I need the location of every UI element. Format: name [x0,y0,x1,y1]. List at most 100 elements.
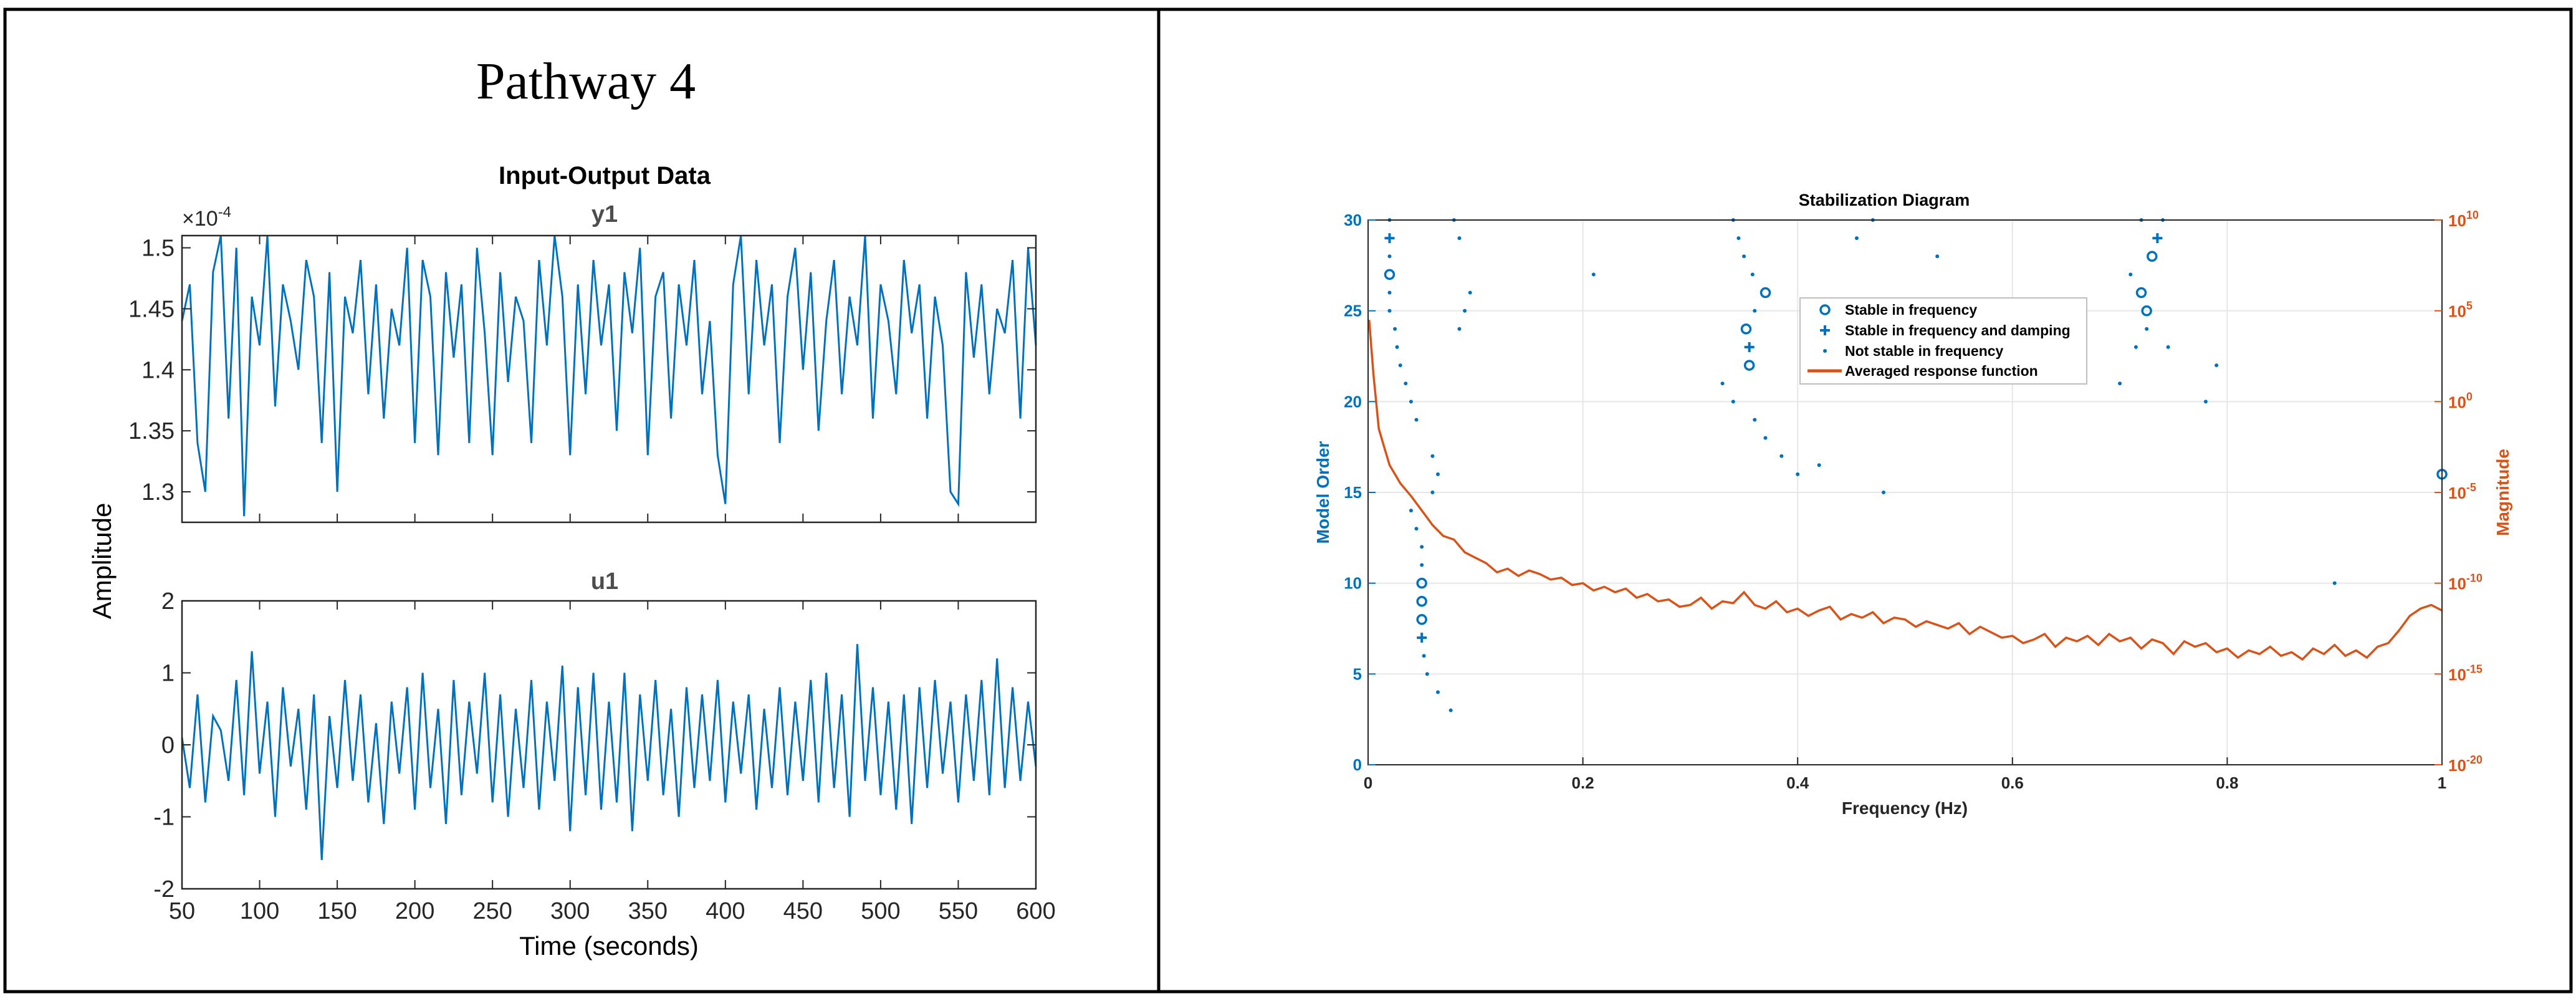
stable-frequency-point [1743,360,1755,371]
stab-y-tick-label: 30 [1344,211,1362,229]
stab-x-tick-label: 0.8 [2216,774,2238,792]
io-x-tick-label: 550 [939,898,978,924]
not-stable-point [1796,472,1800,476]
not-stable-point [1435,472,1440,476]
not-stable-point [1763,436,1768,440]
not-stable-point [1457,327,1462,331]
y1-subplot-title: y1 [591,201,618,228]
not-stable-point [1591,272,1596,277]
stable-frequency-point [1416,596,1427,607]
stable-frequency-point [2135,287,2147,299]
not-stable-point [1882,491,1886,494]
stable-frequency-point [1384,269,1396,280]
y1-y-tick-label: 1.35 [128,418,175,444]
not-stable-point [1393,327,1397,331]
u1-y-tick-label: 2 [161,588,175,615]
not-stable-point [1435,690,1440,694]
averaged-response-line [1367,320,2443,661]
page-title: Pathway 4 [476,52,696,110]
u1-subplot: u1 -2 -1 0 1 2 50 100 150 200 250 300 350 400 450 500… [153,568,1056,924]
stab-chart-title: Stabilization Diagram [1799,191,1970,209]
stable-frequency-point [1416,577,1427,589]
not-stable-point [1720,381,1725,386]
not-stable-point [2128,272,2133,277]
stable-damping-point [1417,633,1427,643]
legend-marker-stable-frequency [1819,304,1831,315]
not-stable-point [1420,545,1424,549]
stab-x-tick-label: 0.4 [1786,774,1809,792]
not-stable-point [2203,400,2208,404]
not-stable-point [1430,491,1435,494]
u1-y-tick-label: 0 [161,732,175,759]
y1-exponent-label: ×10-4 [182,204,231,231]
y1-exponent-power: -4 [218,204,231,221]
y1-y-tick-label: 1.4 [141,357,175,383]
io-x-tick-label: 100 [240,898,279,924]
not-stable-point [1463,309,1467,313]
stab-x-tick-label: 0.6 [2001,774,2024,792]
y1-exponent-base: ×10 [182,207,218,231]
u1-subplot-title: u1 [591,568,618,595]
stab-x-tick-label: 0.2 [1572,774,1594,792]
not-stable-point [1750,272,1755,277]
not-stable-point [1457,236,1462,241]
not-stable-point [1430,454,1435,458]
not-stable-point [1742,254,1746,259]
not-stable-point [2332,581,2337,585]
io-y-axis-label: Amplitude [87,503,117,620]
legend-label-stable-frequency: Stable in frequency [1845,302,1977,318]
stable-damping-point [1384,233,1395,244]
stable-frequency-point [1416,614,1427,625]
stab-x-tick-label: 0 [1364,774,1372,792]
y1-y-tick-label: 1.3 [141,479,175,505]
not-stable-point [1414,527,1419,531]
y1-subplot: y1 ×10-4 1.3 1.35 1.4 1.45 1.5 [128,201,1037,524]
not-stable-point [1398,363,1402,368]
legend-box [1799,297,2087,385]
stab-x-axis-label: Frequency (Hz) [1842,798,1968,818]
io-chart-title: Input-Output Data [499,162,711,189]
stab-y-tick-label: 25 [1344,302,1362,320]
not-stable-point [1395,345,1399,349]
stab-x-tick-label: 1 [2438,774,2446,792]
not-stable-point [1817,463,1821,467]
io-x-tick-label: 300 [550,898,590,924]
stab-right-tick-label: 10-15 [2448,663,2483,684]
y1-series-line [181,235,1037,517]
not-stable-point [2214,363,2219,368]
stab-right-tick-exp: 5 [2466,300,2473,312]
stable-frequency-point [1760,287,1771,299]
stable-damping-point [2152,233,2163,244]
legend-label-response: Averaged response function [1845,363,2038,379]
stab-right-tick-exp: 10 [2466,209,2479,221]
io-x-tick-label: 200 [395,898,434,924]
y1-y-tick-label: 1.45 [128,296,175,322]
legend-marker-stable-damping [1820,325,1830,335]
not-stable-point [1753,309,1757,313]
not-stable-point [1753,418,1757,422]
not-stable-point [1731,400,1735,404]
stab-y-tick-label: 20 [1344,392,1362,411]
io-x-tick-label: 350 [628,898,668,924]
io-x-tick-label: 450 [783,898,823,924]
stab-y-tick-label: 15 [1344,483,1362,502]
stab-right-tick-exp: -5 [2466,481,2476,494]
not-stable-point [2133,345,2138,349]
stab-right-tick-base: 10 [2448,665,2466,684]
not-stable-point [1468,290,1472,295]
not-stable-point [1387,290,1392,295]
not-stable-point [2118,381,2122,386]
not-stable-point [1854,236,1859,241]
u1-y-tick-label: -2 [153,876,175,903]
not-stable-point [1387,309,1392,313]
io-x-tick-label: 500 [861,898,900,924]
stab-right-tick-label: 105 [2448,300,2473,321]
not-stable-point [1422,654,1426,658]
y1-axes-box [181,234,1037,524]
stab-right-tick-base: 10 [2448,484,2466,502]
stable-frequency-point [2147,251,2158,262]
stable-damping-point [1744,342,1755,352]
stab-right-tick-base: 10 [2448,575,2466,593]
io-x-tick-label: 250 [472,898,512,924]
